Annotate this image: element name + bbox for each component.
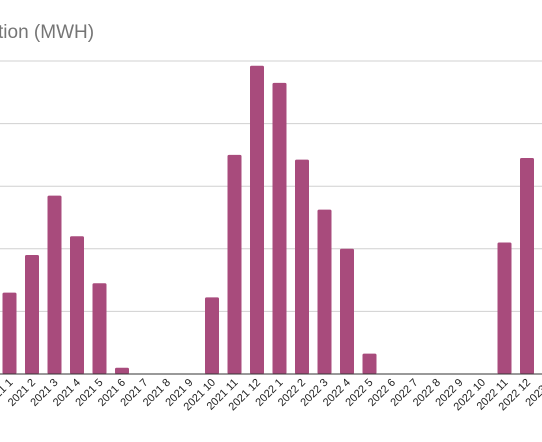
bar (295, 159, 309, 374)
bar (340, 248, 354, 374)
gridlines (0, 60, 542, 312)
bar (520, 158, 534, 374)
bar (272, 82, 287, 374)
bar (47, 195, 62, 374)
bar (497, 242, 512, 374)
chart-title: tion (MWH) (0, 22, 94, 43)
bar (205, 297, 219, 374)
bar (2, 292, 17, 374)
bar (362, 353, 377, 374)
bar (70, 236, 84, 374)
bar (25, 255, 39, 374)
bar (92, 283, 107, 374)
bar (115, 367, 129, 374)
bar (250, 65, 264, 374)
bar (317, 209, 332, 374)
bars (2, 65, 534, 374)
bar (227, 154, 242, 374)
